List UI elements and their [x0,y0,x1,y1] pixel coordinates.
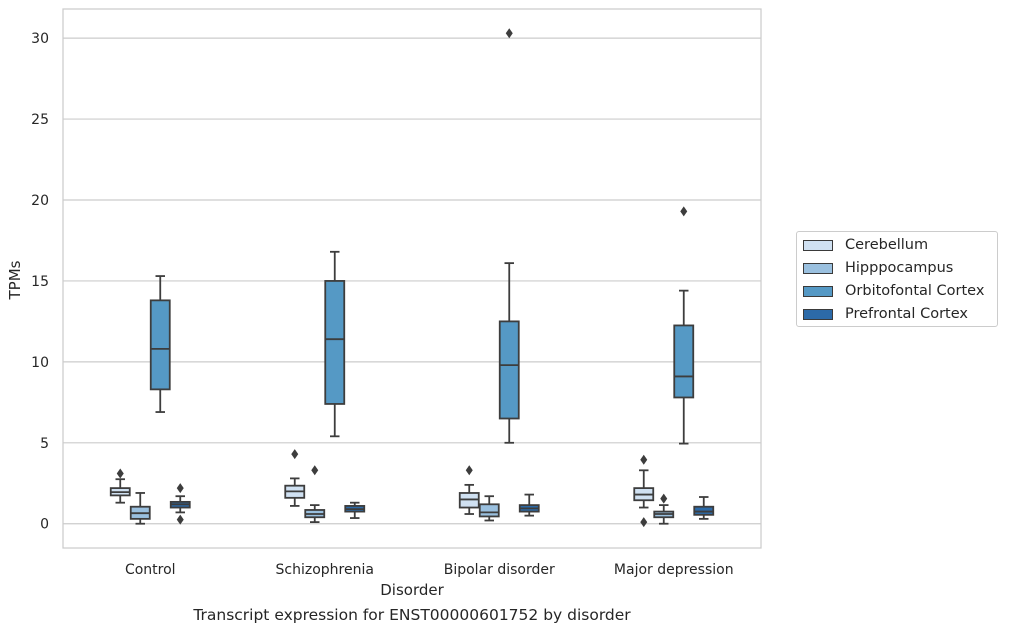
box-orbitofontal-cortex-major-depression-iqr [673,324,695,399]
legend-item-hippocampus: Hipppocampus [803,257,953,279]
legend-swatch-cerebellum [803,239,833,251]
box-orbitofontal-cortex-major-depression [673,206,695,445]
box-orbitofontal-cortex-control [149,275,171,413]
box-hipppocampus-bipolar-disorder-iqr [478,503,500,518]
x-tick-labels: Control Schizophrenia Bipolar disorder Majo… [125,562,734,578]
box-hipppocampus-schizophrenia [304,465,326,524]
legend-label-orbitofrontal: Orbitofontal Cortex [845,283,985,299]
x-axis-label: Disorder [380,581,444,599]
box-cerebellum-bipolar-disorder [458,465,480,515]
y-tick-25: 25 [31,112,49,128]
box-orbitofontal-cortex-major-depression-outlier-0 [680,206,688,217]
legend-item-cerebellum: Cerebellum [803,234,928,256]
box-hipppocampus-bipolar-disorder [478,495,500,522]
y-tick-15: 15 [31,274,49,290]
box-cerebellum-schizophrenia-outlier-0 [291,449,299,460]
box-orbitofontal-cortex-schizophrenia [324,250,346,438]
box-orbitofontal-cortex-bipolar-disorder-iqr [498,320,520,420]
box-orbitofontal-cortex-control-iqr [149,299,171,391]
box-orbitofontal-cortex-bipolar-disorder-outlier-0 [505,28,513,39]
box-cerebellum-bipolar-disorder-outlier-0 [465,465,473,476]
box-prefrontal-cortex-control-outlier-1 [176,514,184,525]
box-hipppocampus-control [129,492,151,525]
x-tick-schizophrenia: Schizophrenia [276,562,374,578]
y-tick-20: 20 [31,193,49,209]
y-tick-5: 5 [40,436,49,452]
box-cerebellum-major-depression-outlier-1 [640,517,648,528]
box-prefrontal-cortex-major-depression [693,496,715,520]
y-tick-30: 30 [31,31,49,47]
legend-item-prefrontal: Prefrontal Cortex [803,303,968,325]
legend-label-prefrontal: Prefrontal Cortex [845,306,968,322]
y-axis-label: TPMs [6,260,24,300]
y-tick-0: 0 [40,517,49,533]
y-tick-10: 10 [31,355,49,371]
box-hipppocampus-major-depression [653,493,675,525]
plot-frame [62,8,762,549]
box-hipppocampus-major-depression-outlier-0 [660,493,668,504]
legend-swatch-prefrontal [803,308,833,320]
grid-lines [63,37,761,525]
x-tick-major-depression: Major depression [614,562,734,578]
box-cerebellum-control-outlier-0 [116,468,124,479]
box-orbitofontal-cortex-schizophrenia-iqr [324,280,346,405]
legend-item-orbitofrontal: Orbitofontal Cortex [803,280,984,302]
y-tick-labels: 0 5 10 15 20 25 30 [31,31,49,533]
box-prefrontal-cortex-control [169,483,191,525]
box-cerebellum-major-depression-outlier-0 [640,454,648,465]
box-prefrontal-cortex-schizophrenia [344,501,366,519]
legend-swatch-orbitofrontal [803,285,833,297]
legend-swatch-hippocampus [803,262,833,274]
box-cerebellum-major-depression [633,454,655,528]
box-orbitofontal-cortex-bipolar-disorder [498,28,520,444]
box-cerebellum-control [109,468,131,504]
x-tick-bipolar-disorder: Bipolar disorder [444,562,555,578]
legend-label-hippocampus: Hipppocampus [845,260,954,276]
box-cerebellum-schizophrenia [284,449,306,507]
x-tick-control: Control [125,562,176,578]
box-prefrontal-cortex-bipolar-disorder [518,493,540,517]
legend-label-cerebellum: Cerebellum [845,237,929,253]
box-hipppocampus-schizophrenia-outlier-0 [311,465,319,476]
figure-caption: Transcript expression for ENST0000060175… [193,606,631,624]
legend: Cerebellum Hipppocampus Orbitofontal Cor… [796,231,998,327]
box-prefrontal-cortex-control-outlier-0 [176,483,184,494]
box-series [109,28,715,528]
